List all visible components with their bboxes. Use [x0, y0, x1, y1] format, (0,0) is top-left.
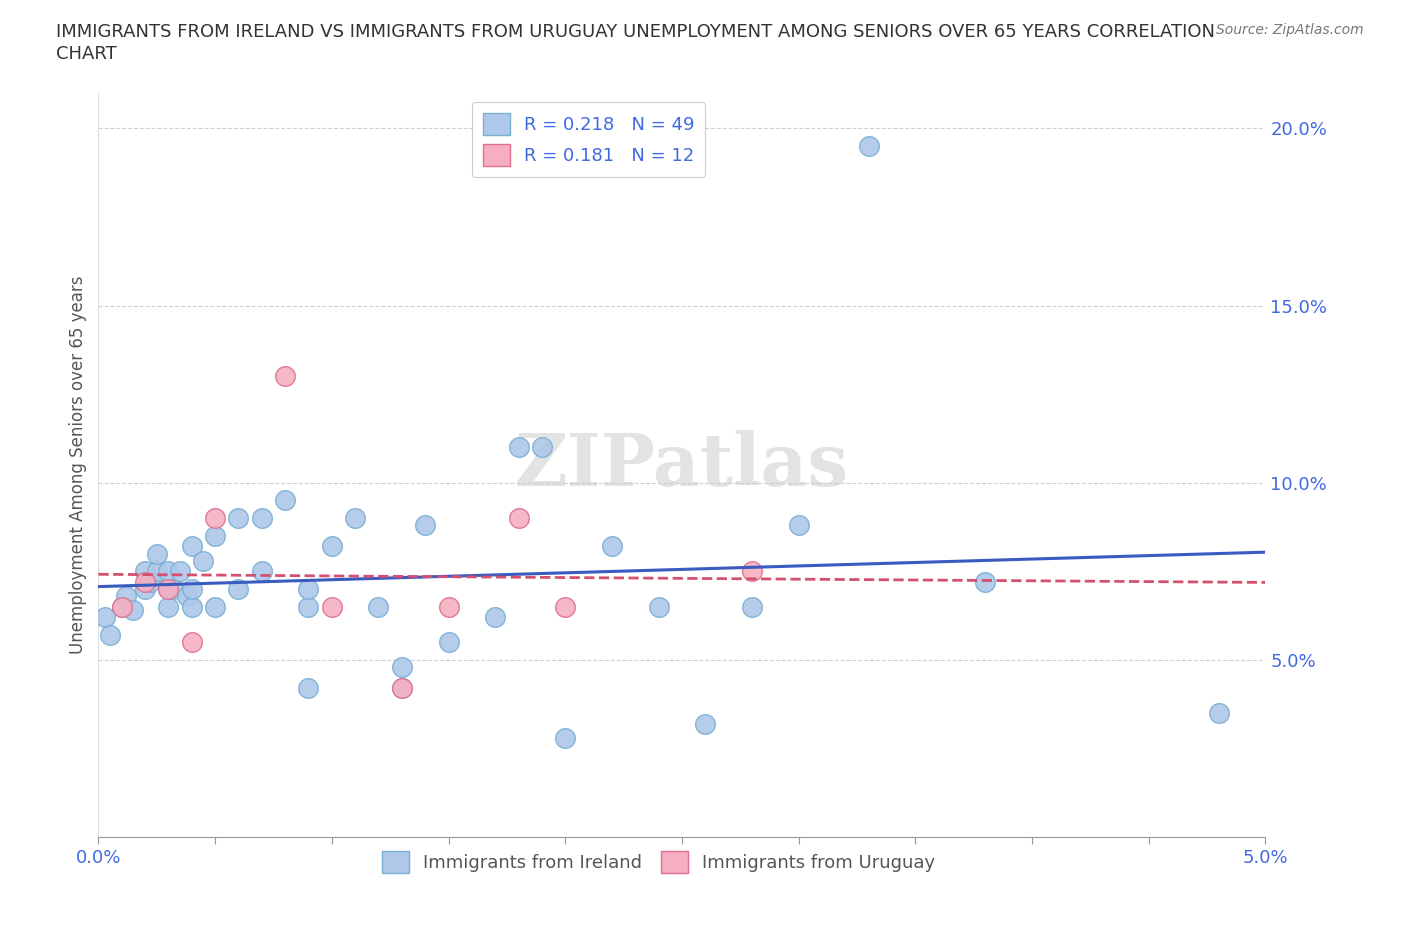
Point — [391, 681, 413, 696]
Point — [204, 528, 226, 543]
Point — [321, 539, 343, 554]
Point — [554, 730, 576, 745]
Point — [176, 589, 198, 604]
Point — [146, 546, 169, 561]
Point — [98, 628, 121, 643]
Point — [297, 599, 319, 614]
Point — [858, 139, 880, 153]
Point — [180, 581, 202, 596]
Point — [162, 581, 184, 596]
Point — [297, 681, 319, 696]
Point — [367, 599, 389, 614]
Point — [1208, 706, 1230, 721]
Point — [134, 564, 156, 578]
Point — [180, 539, 202, 554]
Point — [157, 564, 180, 578]
Point — [204, 511, 226, 525]
Point — [250, 564, 273, 578]
Text: ZIPatlas: ZIPatlas — [515, 430, 849, 500]
Legend: Immigrants from Ireland, Immigrants from Uruguay: Immigrants from Ireland, Immigrants from… — [375, 844, 942, 880]
Point — [169, 564, 191, 578]
Point — [508, 511, 530, 525]
Point — [122, 603, 145, 618]
Point — [391, 681, 413, 696]
Point — [94, 610, 117, 625]
Point — [974, 575, 997, 590]
Point — [115, 589, 138, 604]
Point — [695, 716, 717, 731]
Point — [111, 599, 134, 614]
Point — [250, 511, 273, 525]
Point — [228, 511, 250, 525]
Point — [157, 581, 180, 596]
Point — [111, 599, 134, 614]
Point — [437, 599, 460, 614]
Point — [741, 599, 763, 614]
Point — [134, 581, 156, 596]
Point — [180, 634, 202, 649]
Point — [146, 564, 169, 578]
Point — [134, 575, 156, 590]
Point — [787, 518, 810, 533]
Point — [437, 634, 460, 649]
Text: Source: ZipAtlas.com: Source: ZipAtlas.com — [1216, 23, 1364, 37]
Point — [297, 581, 319, 596]
Point — [274, 493, 297, 508]
Point — [157, 599, 180, 614]
Point — [600, 539, 623, 554]
Y-axis label: Unemployment Among Seniors over 65 years: Unemployment Among Seniors over 65 years — [69, 276, 87, 654]
Point — [228, 581, 250, 596]
Point — [413, 518, 436, 533]
Point — [139, 575, 162, 590]
Point — [530, 440, 553, 455]
Point — [741, 564, 763, 578]
Point — [554, 599, 576, 614]
Point — [508, 440, 530, 455]
Point — [647, 599, 669, 614]
Point — [193, 553, 215, 568]
Point — [180, 599, 202, 614]
Point — [204, 599, 226, 614]
Point — [321, 599, 343, 614]
Point — [157, 581, 180, 596]
Point — [391, 659, 413, 674]
Point — [274, 369, 297, 384]
Text: IMMIGRANTS FROM IRELAND VS IMMIGRANTS FROM URUGUAY UNEMPLOYMENT AMONG SENIORS OV: IMMIGRANTS FROM IRELAND VS IMMIGRANTS FR… — [56, 23, 1215, 41]
Text: CHART: CHART — [56, 45, 117, 62]
Point — [484, 610, 506, 625]
Point — [344, 511, 367, 525]
